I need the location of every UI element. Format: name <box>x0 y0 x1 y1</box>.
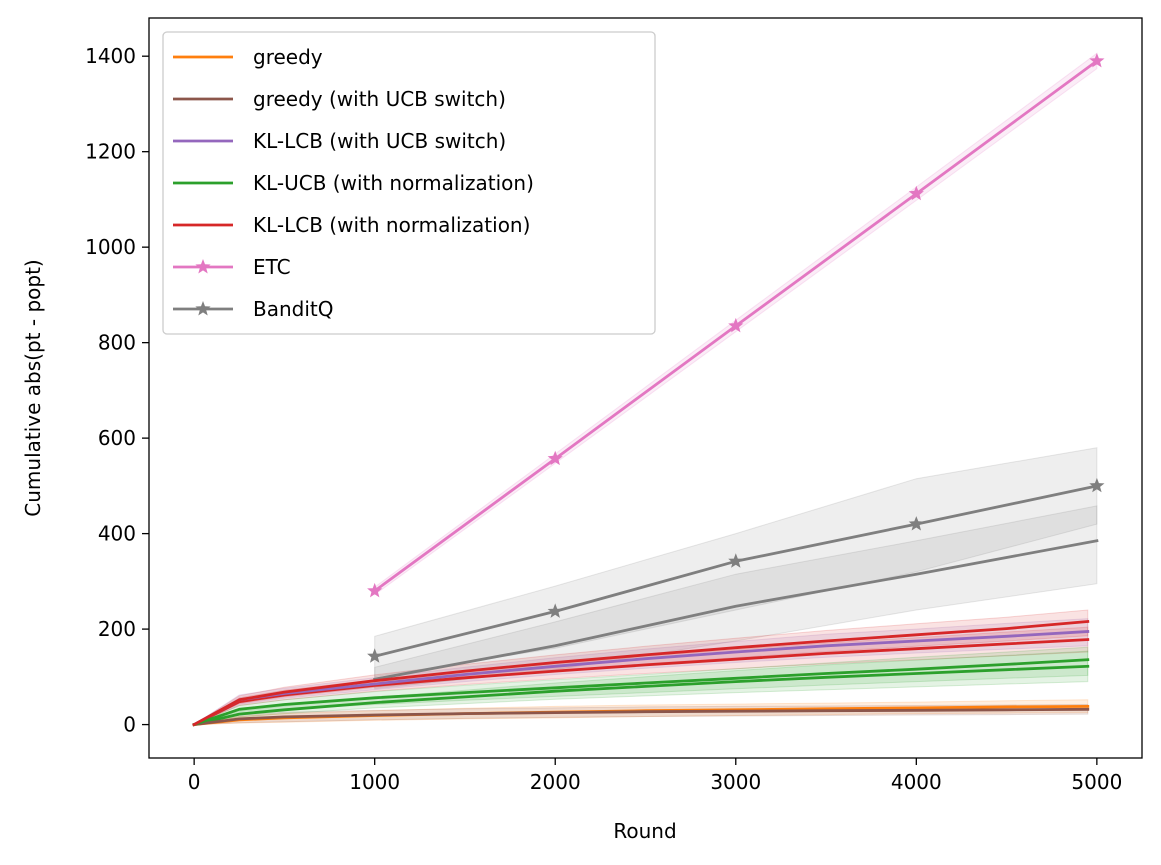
series-3-line <box>192 658 1090 727</box>
legend-label: ETC <box>253 255 291 279</box>
series-5-point <box>547 450 563 466</box>
legend-marker <box>195 301 211 316</box>
plot-area-frame <box>148 17 1143 759</box>
legend-label: KL-LCB (with normalization) <box>253 213 530 237</box>
x-tick-label: 3000 <box>710 770 761 794</box>
series-6-point <box>547 603 563 618</box>
series-5-point <box>1089 53 1105 68</box>
y-tick-label: 1000 <box>85 235 136 259</box>
y-tick-label: 200 <box>98 617 136 641</box>
y-tick-label: 400 <box>98 522 136 546</box>
legend: greedy greedy (with UCB switch) KL-LCB (wi… <box>162 31 656 335</box>
x-tick-label: 4000 <box>891 770 942 794</box>
series-6-point <box>367 648 383 663</box>
legend-label: KL-LCB (with UCB switch) <box>253 129 506 153</box>
legend-label: KL-UCB (with normalization) <box>253 171 534 195</box>
y-axis-ticks: 0 200 400 600 800 1000 1200 1400 <box>85 44 149 737</box>
series-6-point <box>1089 477 1105 493</box>
secondary-series-0-line <box>373 539 1099 681</box>
x-tick-label: 0 <box>188 770 201 794</box>
y-tick-label: 0 <box>123 713 136 737</box>
x-tick-label: 2000 <box>530 770 581 794</box>
legend-label: BanditQ <box>253 297 334 321</box>
secondary-series-1-line <box>192 638 1090 727</box>
series-6-point <box>908 516 924 531</box>
series-6-point <box>728 553 744 568</box>
legend-box <box>162 31 656 335</box>
y-tick-label: 1400 <box>85 44 136 68</box>
x-axis-label: Round <box>613 819 676 843</box>
x-tick-label: 5000 <box>1071 770 1122 794</box>
secondary-series-2-line <box>192 664 1090 727</box>
y-tick-label: 1200 <box>85 140 136 164</box>
series-markers <box>367 53 1105 663</box>
x-axis-ticks: 0 1000 2000 3000 4000 5000 <box>188 758 1122 794</box>
legend-label: greedy <box>253 45 323 69</box>
legend-label: greedy (with UCB switch) <box>253 87 506 111</box>
x-tick-label: 1000 <box>349 770 400 794</box>
series-5-point <box>728 317 744 333</box>
legend-marker <box>195 259 211 274</box>
y-tick-label: 600 <box>98 426 136 450</box>
y-tick-label: 800 <box>98 331 136 355</box>
series-1-line <box>192 707 1090 727</box>
y-axis-label: Cumulative abs(pt - popt) <box>21 259 45 516</box>
series-4-line <box>192 619 1090 727</box>
series-5-point <box>908 185 924 201</box>
series-5-point <box>367 582 383 598</box>
